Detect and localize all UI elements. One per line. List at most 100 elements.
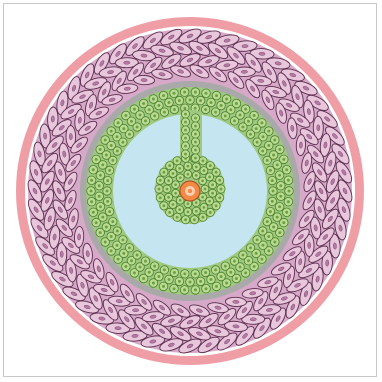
outer-cell-nucleus	[317, 206, 322, 213]
outer-cell	[170, 303, 191, 318]
outer-cell-nucleus	[297, 117, 304, 123]
green-cell-nucleus	[109, 129, 113, 133]
outer-cell	[224, 296, 247, 307]
outer-cell	[329, 233, 341, 259]
green-cell-nucleus	[208, 175, 212, 179]
green-cell	[189, 215, 199, 225]
outer-cell-nucleus	[124, 316, 130, 323]
outer-cell-nucleus	[223, 63, 231, 68]
outer-cell	[189, 64, 210, 79]
outer-cell	[27, 198, 45, 221]
green-cell	[164, 192, 174, 202]
green-cell	[164, 176, 174, 186]
outer-cell-nucleus	[34, 169, 39, 176]
green-cell-nucleus	[121, 140, 125, 144]
outer-cell	[244, 52, 262, 73]
outer-cell	[310, 216, 322, 240]
green-cell	[135, 110, 145, 120]
outer-cell	[285, 295, 301, 319]
green-cell-nucleus	[129, 119, 134, 123]
green-cell-nucleus	[203, 187, 207, 191]
green-cell	[100, 135, 110, 145]
outer-cell	[324, 151, 337, 175]
green-cell	[88, 207, 99, 218]
green-cell	[245, 243, 256, 253]
green-cell-nucleus	[153, 264, 157, 268]
green-cell	[216, 184, 226, 194]
green-cell	[169, 267, 179, 278]
outer-cell-nucleus	[58, 125, 65, 131]
outer-cell	[40, 189, 55, 212]
green-cell-nucleus	[211, 183, 215, 187]
outer-cell-nucleus	[89, 101, 93, 109]
green-cell	[195, 276, 206, 287]
green-cell-nucleus	[161, 284, 166, 288]
green-cell-nucleus	[103, 240, 107, 244]
green-cell	[185, 95, 195, 105]
green-cell	[200, 184, 210, 194]
outer-cell	[196, 30, 221, 44]
green-cell-nucleus	[167, 277, 171, 282]
green-cell	[140, 116, 151, 126]
outer-cell-nucleus	[96, 265, 101, 273]
green-cell	[180, 269, 190, 279]
outer-cell	[227, 71, 245, 89]
green-cell-nucleus	[278, 147, 282, 151]
outer-cell-nucleus	[116, 77, 122, 84]
outer-cell-nucleus	[259, 325, 265, 332]
green-cell	[174, 276, 185, 287]
green-cell	[113, 118, 123, 128]
outer-cell-nucleus	[265, 96, 271, 103]
green-cell	[86, 175, 97, 186]
outer-cell-nucleus	[307, 197, 312, 204]
green-cell-nucleus	[142, 101, 146, 106]
outer-cell	[232, 40, 258, 52]
outer-cell-nucleus	[232, 324, 240, 329]
green-cell-nucleus	[109, 234, 113, 239]
green-cell-nucleus	[241, 253, 245, 257]
green-cell-nucleus	[268, 210, 272, 214]
outer-cell-nucleus	[294, 283, 301, 288]
green-cell	[94, 180, 104, 191]
outer-cell-nucleus	[132, 43, 138, 49]
green-cell-nucleus	[193, 106, 197, 110]
outer-cell	[56, 242, 68, 267]
outer-cell	[306, 94, 329, 111]
green-cell	[216, 100, 226, 111]
green-cell-nucleus	[157, 187, 161, 191]
green-cell-nucleus	[254, 251, 258, 255]
outer-cell	[325, 189, 341, 212]
green-cell-nucleus	[162, 268, 166, 272]
green-cell	[102, 186, 112, 196]
green-cell-nucleus	[267, 129, 271, 133]
green-cell-nucleus	[209, 100, 213, 105]
green-cell-nucleus	[168, 210, 172, 214]
green-cell	[138, 98, 149, 109]
green-cell-nucleus	[153, 114, 157, 118]
green-cell	[165, 207, 175, 217]
green-cell	[183, 161, 193, 171]
outer-cell-nucleus	[68, 133, 73, 140]
green-cell-nucleus	[101, 163, 105, 167]
outer-cell	[292, 228, 310, 246]
outer-cell-nucleus	[322, 234, 329, 240]
green-cell-nucleus	[115, 229, 119, 233]
green-cell	[113, 254, 123, 264]
green-cell	[190, 113, 200, 123]
green-cell-nucleus	[157, 274, 161, 279]
outer-cell	[52, 199, 68, 220]
green-cell	[179, 87, 190, 97]
outer-cell	[207, 42, 229, 60]
green-cell-nucleus	[275, 215, 279, 219]
outer-cell	[124, 304, 148, 316]
outer-cell-nucleus	[289, 73, 297, 77]
outer-cell-nucleus	[115, 299, 123, 304]
outer-cell-nucleus	[107, 70, 114, 74]
green-cell-nucleus	[278, 173, 282, 177]
green-cell	[106, 246, 116, 256]
green-cell-nucleus	[158, 178, 162, 182]
outer-cell-nucleus	[37, 150, 42, 158]
green-cell-nucleus	[157, 103, 161, 108]
green-cell-nucleus	[261, 243, 265, 247]
green-cell-nucleus	[201, 159, 205, 163]
